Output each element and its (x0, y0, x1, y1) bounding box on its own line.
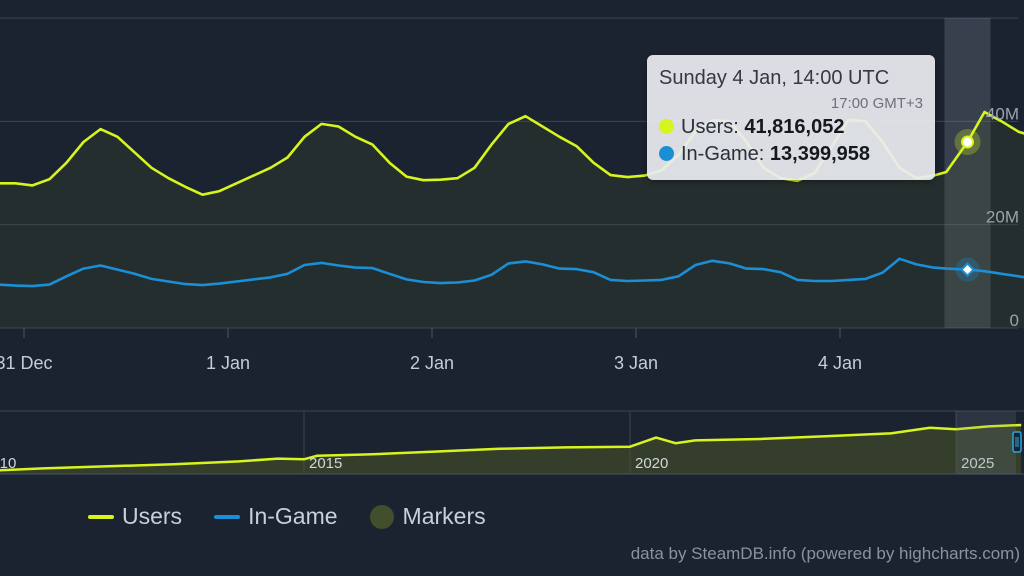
legend-item-ingame[interactable]: In-Game (214, 503, 338, 530)
ingame-line-icon (214, 514, 241, 519)
navigator-handle[interactable] (1012, 431, 1022, 453)
tooltip-ingame-value: 13,399,958 (769, 143, 871, 165)
legend-markers-label: Markers (402, 503, 486, 529)
ingame-line (0, 257, 1024, 288)
tooltip-users-label: Users: (681, 116, 739, 138)
legend-users-label: Users (122, 503, 183, 529)
tooltip: Sunday 4 Jan, 14:00 UTC 17:00 GMT+3 User… (647, 55, 935, 180)
navigator[interactable]: 2010 2015 2020 2025 (0, 410, 1024, 475)
tooltip-ingame-label: In-Game: (681, 143, 765, 165)
tooltip-title: Sunday 4 Jan, 14:00 UTC (659, 67, 890, 89)
grid-lines (0, 17, 1018, 329)
x-tick-label: 4 Jan (818, 353, 862, 373)
hover-markers (954, 129, 981, 282)
x-tick-label: 2 Jan (410, 353, 454, 373)
x-tick-label: 1 Jan (206, 353, 250, 373)
tooltip-users-row: Users: 41,816,052 (659, 116, 844, 139)
users-line-icon (88, 514, 114, 519)
ingame-hover-point (960, 262, 975, 278)
tooltip-subtitle: 17:00 GMT+3 (830, 95, 923, 112)
axes-group: 0 20M 40M 31 Dec 1 Jan 2 Jan 3 Jan 4 Jan (0, 104, 1019, 373)
y-tick-label: 20M (986, 208, 1019, 227)
tooltip-ingame-row: In-Game: 13,399,958 (659, 143, 870, 166)
x-tick-label: 3 Jan (614, 353, 658, 373)
credits-link[interactable]: data by SteamDB.info (powered by highcha… (630, 544, 1020, 563)
navigator-tick-label: 2025 (961, 455, 994, 472)
legend-item-users[interactable]: Users (88, 503, 182, 530)
navigator-line (0, 423, 1022, 472)
users-dot-icon (659, 119, 674, 134)
tooltip-users-value: 41,816,052 (744, 116, 845, 138)
navigator-tick-label: 2015 (309, 455, 342, 472)
legend-item-markers[interactable]: Markers (369, 503, 486, 530)
x-tick-label: 31 Dec (0, 353, 53, 373)
navigator-tick-label: 2010 (0, 455, 16, 472)
y-tick-label: 40M (986, 104, 1019, 123)
legend: Users In-Game Markers (88, 503, 518, 530)
users-area (0, 112, 1024, 328)
navigator-selection[interactable] (956, 411, 1016, 474)
legend-ingame-label: In-Game (248, 503, 338, 529)
ingame-dot-icon (659, 146, 674, 161)
y-tick-label: 0 (1010, 311, 1019, 330)
users-hover-point (961, 135, 974, 149)
markers-dot-icon (369, 504, 394, 529)
navigator-tick-label: 2020 (635, 455, 668, 472)
